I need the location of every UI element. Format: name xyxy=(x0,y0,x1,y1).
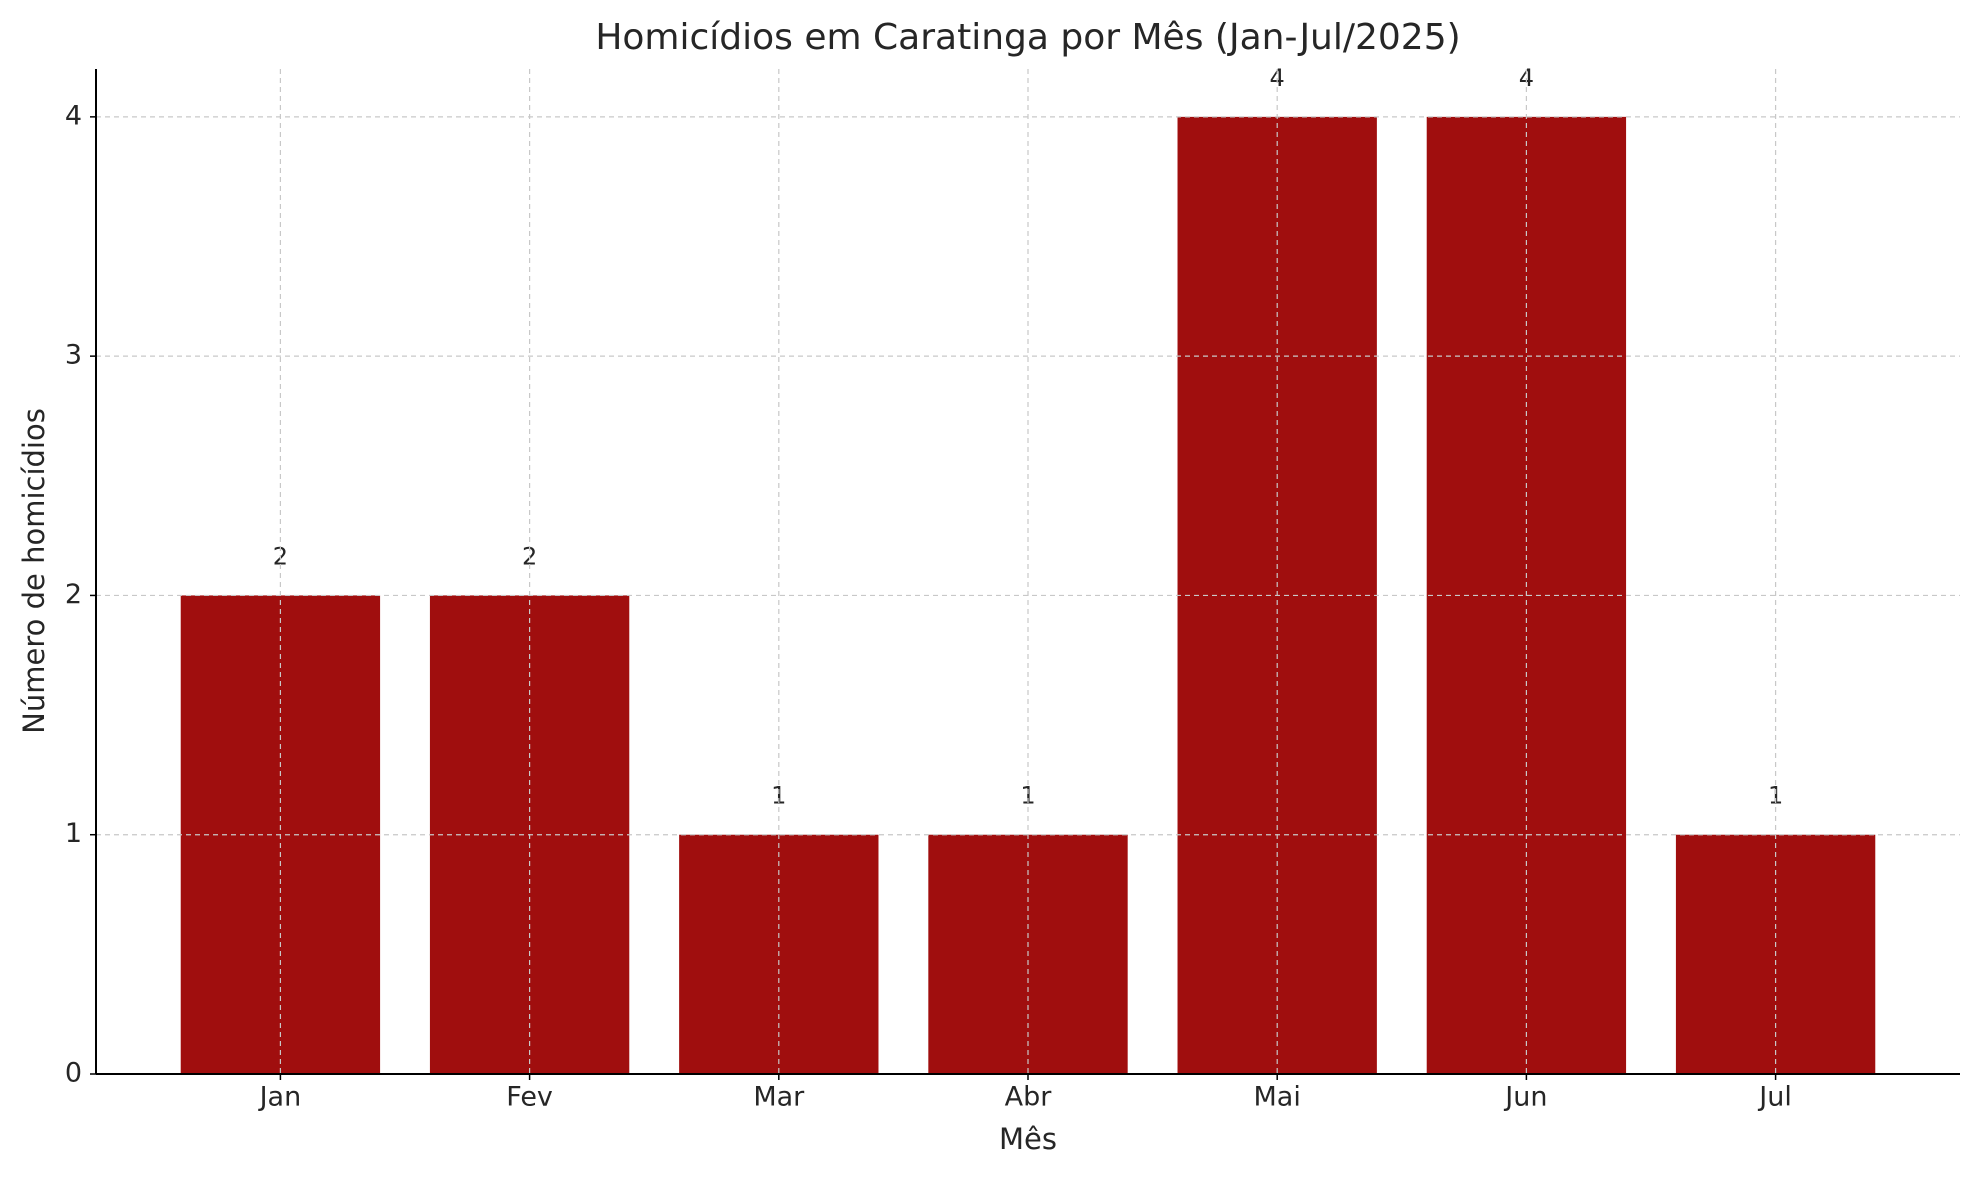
value-label: 4 xyxy=(1270,64,1285,92)
x-axis-label: Mês xyxy=(999,1122,1057,1156)
x-tick-label: Mai xyxy=(1254,1082,1301,1113)
y-tick-label: 2 xyxy=(65,579,82,610)
value-label: 4 xyxy=(1519,64,1534,92)
x-tick-label: Jul xyxy=(1757,1082,1792,1113)
value-label: 1 xyxy=(1020,782,1035,810)
value-label: 1 xyxy=(771,782,786,810)
y-tick-label: 1 xyxy=(65,818,82,849)
x-tick-label: Abr xyxy=(1005,1082,1053,1113)
x-tick-label: Fev xyxy=(506,1082,553,1113)
x-tick-label: Jun xyxy=(1503,1082,1547,1113)
x-tick-label: Jan xyxy=(258,1082,302,1113)
y-tick-label: 4 xyxy=(65,100,82,131)
chart-title: Homicídios em Caratinga por Mês (Jan-Jul… xyxy=(595,17,1460,58)
value-label: 1 xyxy=(1768,782,1783,810)
x-tick-label: Mar xyxy=(753,1082,805,1113)
y-tick-label: 0 xyxy=(65,1058,82,1089)
y-axis-label: Número de homicídios xyxy=(17,408,51,734)
y-tick-label: 3 xyxy=(65,340,82,371)
